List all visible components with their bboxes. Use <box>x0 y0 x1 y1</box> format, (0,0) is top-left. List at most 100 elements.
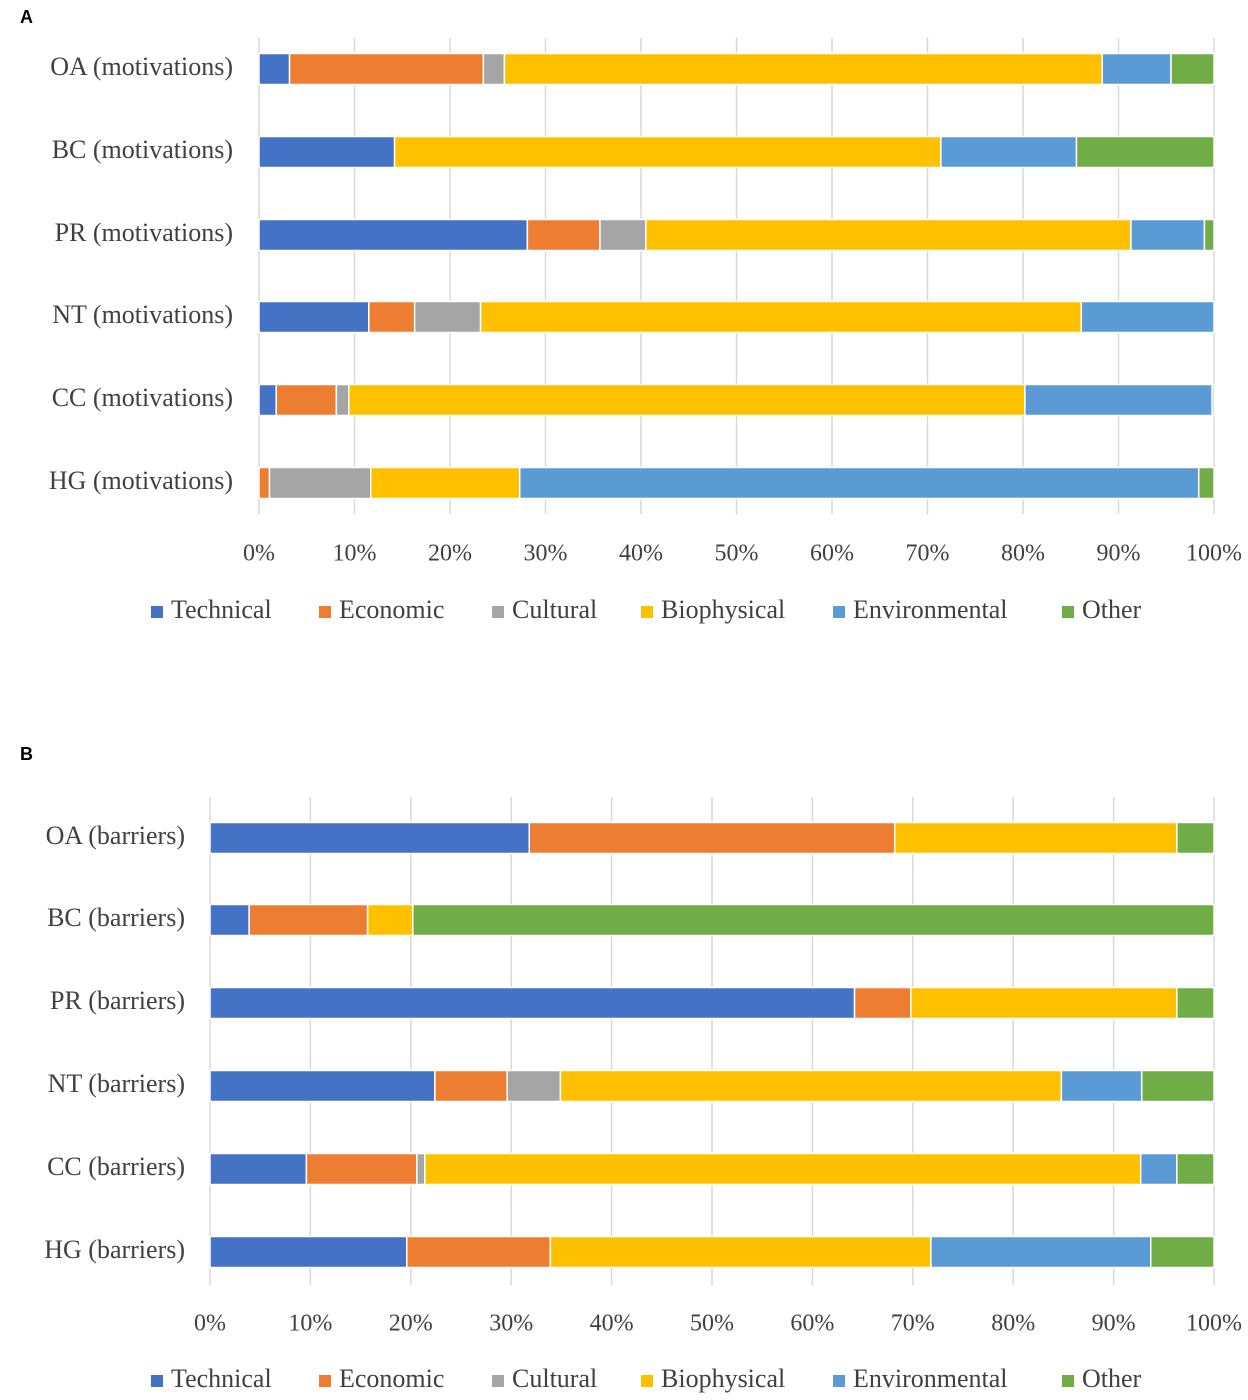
bar-bc-motivations-environmental <box>940 135 1078 169</box>
category-label: BC (barriers) <box>47 903 185 932</box>
bar-nt-motivations-biophysical <box>479 300 1083 334</box>
bar-pr-motivations-environmental <box>1130 218 1206 252</box>
x-tick-label: 0% <box>243 541 275 567</box>
x-tick-label: 100% <box>1186 1311 1242 1337</box>
bar-hg-motivations-biophysical <box>369 466 521 500</box>
bar-oa-barriers-other <box>1176 821 1215 855</box>
bar-pr-barriers-other <box>1176 986 1215 1020</box>
bar-hg-motivations-cultural <box>268 466 372 500</box>
bar-oa-barriers-biophysical <box>893 821 1178 855</box>
legend-swatch-economic <box>319 606 331 618</box>
bar-cc-barriers-cultural <box>416 1152 426 1186</box>
bar-oa-motivations-other <box>1170 52 1215 86</box>
x-tick-label: 30% <box>489 1311 533 1337</box>
category-label: NT (motivations) <box>52 300 233 329</box>
legend-label-cultural: Cultural <box>512 595 597 624</box>
category-label: BC (motivations) <box>52 135 233 164</box>
bar-nt-barriers-economic <box>434 1069 508 1103</box>
legend: Technical Economic Cultural Biophysical Envi… <box>151 595 1142 624</box>
legend-label-technical: Technical <box>171 595 272 624</box>
x-tick-label: 10% <box>288 1311 332 1337</box>
legend-swatch-cultural <box>492 606 504 618</box>
legend-swatch-biophysical <box>641 606 653 618</box>
legend-label-environmental: Environmental <box>853 595 1008 624</box>
legend: Technical Economic Cultural Biophysical Envi… <box>151 1364 1142 1393</box>
bar-cc-barriers-other <box>1176 1152 1215 1186</box>
bar-bc-barriers-other <box>412 903 1215 937</box>
x-tick-label: 70% <box>906 541 950 567</box>
x-tick-label: 0% <box>194 1311 226 1337</box>
x-tick-label: 50% <box>690 1311 734 1337</box>
bar-bc-barriers-technical <box>209 903 250 937</box>
bar-hg-motivations-economic <box>258 466 271 500</box>
bar-bc-motivations-other <box>1075 135 1215 169</box>
bar-nt-barriers-other <box>1140 1069 1215 1103</box>
x-tick-label: 10% <box>333 541 377 567</box>
chart-panel-a: A OA (motivations) BC (motivations) PR (mot… <box>20 7 1242 624</box>
x-tick-label: 90% <box>1097 541 1141 567</box>
bar-oa-motivations-environmental <box>1101 52 1172 86</box>
legend-label-environmental: Environmental <box>853 1364 1008 1393</box>
bar-cc-motivations-other <box>1211 383 1215 417</box>
legend-swatch-environmental <box>833 1375 845 1387</box>
bar-cc-motivations-cultural <box>335 383 350 417</box>
x-tick-label: 80% <box>1001 541 1045 567</box>
x-tick-label: 100% <box>1186 541 1242 567</box>
bar-pr-motivations-other <box>1203 218 1215 252</box>
bar-hg-barriers-biophysical <box>549 1235 932 1269</box>
legend-label-technical: Technical <box>171 1364 272 1393</box>
bar-nt-motivations-environmental <box>1080 300 1215 334</box>
bar-hg-motivations-environmental <box>518 466 1200 500</box>
legend-swatch-other <box>1062 606 1074 618</box>
bar-cc-barriers-economic <box>305 1152 418 1186</box>
legend-label-other: Other <box>1082 595 1142 624</box>
bar-nt-motivations-cultural <box>413 300 482 334</box>
x-tick-label: 90% <box>1092 1311 1136 1337</box>
bar-pr-motivations-biophysical <box>645 218 1132 252</box>
legend-swatch-other <box>1062 1375 1074 1387</box>
bar-bc-motivations-biophysical <box>393 135 942 169</box>
legend-swatch-technical <box>151 1375 163 1387</box>
bar-hg-motivations-other <box>1197 466 1215 500</box>
x-tick-label: 60% <box>790 1311 834 1337</box>
category-label: HG (barriers) <box>44 1235 185 1264</box>
category-label: NT (barriers) <box>48 1069 185 1098</box>
bar-cc-motivations-biophysical <box>348 383 1026 417</box>
legend-swatch-technical <box>151 606 163 618</box>
bar-pr-barriers-biophysical <box>910 986 1178 1020</box>
panel-label: B <box>20 744 33 764</box>
x-tick-label: 30% <box>524 541 568 567</box>
bar-oa-motivations-cultural <box>482 52 506 86</box>
legend-label-economic: Economic <box>339 595 444 624</box>
bar-hg-barriers-economic <box>406 1235 552 1269</box>
x-tick-label: 80% <box>991 1311 1035 1337</box>
bar-hg-barriers-environmental <box>930 1235 1152 1269</box>
bar-bc-barriers-biophysical <box>366 903 414 937</box>
chart-panel-b: B OA (barriers) BC (barriers) PR (barriers)… <box>20 744 1242 1393</box>
legend-swatch-environmental <box>833 606 845 618</box>
bar-cc-motivations-environmental <box>1024 383 1213 417</box>
legend-label-biophysical: Biophysical <box>661 595 785 624</box>
bar-pr-motivations-cultural <box>599 218 647 252</box>
bar-oa-barriers-technical <box>209 821 531 855</box>
category-label: CC (barriers) <box>47 1152 185 1181</box>
bar-pr-barriers-economic <box>853 986 912 1020</box>
x-tick-label: 50% <box>715 541 759 567</box>
bar-pr-motivations-technical <box>258 218 529 252</box>
bar-nt-barriers-environmental <box>1060 1069 1143 1103</box>
x-tick-label: 70% <box>891 1311 935 1337</box>
bar-bc-motivations-technical <box>258 135 396 169</box>
x-tick-label: 20% <box>389 1311 433 1337</box>
bar-pr-motivations-economic <box>526 218 601 252</box>
category-label: CC (motivations) <box>52 383 233 412</box>
bar-cc-motivations-economic <box>275 383 338 417</box>
bar-oa-barriers-economic <box>528 821 896 855</box>
category-label: OA (motivations) <box>50 52 233 81</box>
bar-nt-barriers-cultural <box>506 1069 562 1103</box>
legend-label-other: Other <box>1082 1364 1142 1393</box>
category-label: OA (barriers) <box>46 821 185 850</box>
bar-nt-motivations-economic <box>368 300 416 334</box>
legend-swatch-cultural <box>492 1375 504 1387</box>
bar-nt-motivations-technical <box>258 300 370 334</box>
